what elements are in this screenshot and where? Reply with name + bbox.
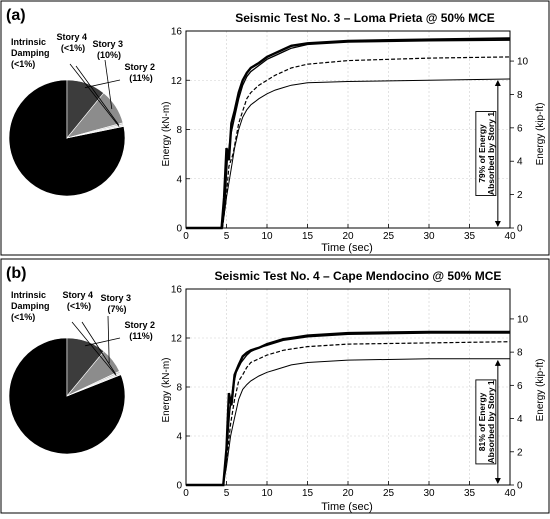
- pie-leader-line: [71, 321, 117, 376]
- y-tick-label-left: 0: [176, 481, 182, 492]
- y-tick-label-left: 16: [171, 285, 183, 296]
- annotation-box: [475, 379, 497, 465]
- y-tick-label-right: 10: [517, 314, 529, 325]
- y-tick-label-left: 4: [176, 432, 182, 443]
- pie-leader-line: [84, 79, 121, 89]
- pie-b-label-damping: Intrinsic Damping (<1%): [11, 290, 52, 322]
- series-line: [186, 330, 510, 487]
- line-chart-a-title: Seismic Test No. 3 – Loma Prieta @ 50% M…: [235, 11, 495, 25]
- panel-b: (b) Story 1 (81%) Story 2 (11%) Story 3 …: [0, 258, 550, 514]
- pie-a-label-damping: Intrinsic Damping (<1%): [11, 37, 52, 69]
- x-tick-label: 10: [261, 231, 273, 242]
- annotation-text: 79% of EnergyAbsorbed by Story 1: [477, 112, 496, 195]
- y-tick-label-left: 12: [171, 76, 183, 87]
- pie-chart-a: [8, 59, 126, 197]
- x-tick-label: 15: [302, 231, 314, 242]
- line-chart-b-xlabel: Time (sec): [321, 501, 373, 513]
- pie-slice: [8, 79, 126, 197]
- x-tick-label: 35: [464, 231, 476, 242]
- x-tick-label: 30: [423, 488, 435, 499]
- panel-b-label: (b): [6, 265, 26, 282]
- y-tick-label-right: 8: [517, 348, 523, 359]
- pie-leader-line: [104, 59, 113, 110]
- series-line: [186, 332, 510, 486]
- series-line: [186, 358, 510, 486]
- y-tick-label-right: 8: [517, 90, 523, 101]
- x-tick-label: 35: [464, 488, 476, 499]
- pie-slice: [66, 372, 122, 397]
- y-tick-label-right: 4: [517, 414, 523, 425]
- pie-chart-b: [8, 315, 126, 455]
- y-tick-label-right: 6: [517, 123, 523, 134]
- y-tick-label-left: 4: [176, 174, 182, 185]
- x-tick-label: 5: [224, 488, 230, 499]
- y-tick-label-right: 0: [517, 224, 523, 235]
- x-tick-label: 15: [302, 488, 314, 499]
- x-tick-label: 0: [183, 231, 189, 242]
- y-tick-label-right: 0: [517, 481, 523, 492]
- y-tick-label-right: 2: [517, 190, 523, 201]
- x-tick-label: 20: [342, 231, 354, 242]
- x-tick-label: 20: [342, 488, 354, 499]
- pie-leader-line: [69, 63, 120, 127]
- x-tick-label: 30: [423, 231, 435, 242]
- line-chart-a-ylabel-right: Energy (kip-ft): [535, 103, 546, 166]
- y-tick-label-left: 16: [171, 27, 183, 38]
- y-tick-label-right: 4: [517, 157, 523, 168]
- pie-b-label-story4: Story 4 (<1%): [62, 290, 95, 311]
- y-tick-label-left: 8: [176, 125, 182, 136]
- series-line: [186, 341, 511, 486]
- annotation-text: 81% of EnergyAbsorbed by Story 1: [477, 380, 496, 463]
- pie-a-label-story1: Story 1 (79%): [50, 136, 83, 157]
- arrowhead-up-icon: [494, 80, 501, 87]
- arrowhead-down-icon: [494, 221, 501, 227]
- line-chart-b-ylabel-left: Energy (kN-m): [161, 357, 172, 422]
- x-tick-label: 5: [224, 231, 230, 242]
- x-tick-label: 40: [504, 488, 516, 499]
- line-chart-b-title: Seismic Test No. 4 – Cape Mendocino @ 50…: [215, 269, 502, 283]
- x-tick-label: 40: [504, 231, 516, 242]
- x-tick-label: 10: [261, 488, 273, 499]
- pie-b-label-story2: Story 2 (11%): [124, 320, 157, 341]
- pie-b-label-story3: Story 3 (7%): [100, 293, 133, 314]
- pie-a-label-story3: Story 3 (10%): [92, 39, 125, 60]
- panel-b-border: [0, 258, 550, 514]
- y-tick-label-right: 10: [517, 57, 529, 68]
- x-tick-label: 0: [183, 488, 189, 499]
- series-line: [186, 37, 511, 230]
- pie-a-label-story2: Story 2 (11%): [124, 62, 157, 83]
- series-line: [186, 78, 511, 229]
- y-tick-label-right: 2: [517, 447, 523, 458]
- arrowhead-up-icon: [494, 359, 501, 366]
- y-tick-label-left: 12: [171, 334, 183, 345]
- pie-b-label-story1: Story 1 (81%): [50, 396, 83, 417]
- arrowhead-down-icon: [494, 478, 501, 484]
- y-tick-label-left: 8: [176, 383, 182, 394]
- pie-leader-line: [75, 65, 120, 126]
- x-tick-label: 25: [383, 231, 395, 242]
- panel-a-border: [0, 0, 550, 256]
- panel-a: (a) Story 1 (79%) Story 2 (11%) Story 3 …: [0, 0, 550, 256]
- series-line: [186, 56, 511, 229]
- annotation-box: [475, 111, 497, 196]
- y-tick-label-right: 6: [517, 381, 523, 392]
- line-chart-a-xlabel: Time (sec): [321, 242, 373, 254]
- pie-slice: [66, 124, 125, 139]
- line-chart-a-ylabel-left: Energy (kN-m): [161, 101, 172, 166]
- x-tick-label: 25: [383, 488, 395, 499]
- pie-leader-line: [107, 315, 110, 364]
- pie-a-label-story4: Story 4 (<1%): [56, 32, 89, 53]
- pie-leader-line: [81, 321, 116, 375]
- series-line: [186, 39, 511, 229]
- line-chart-b-ylabel-right: Energy (kip-ft): [535, 359, 546, 422]
- panel-a-label: (a): [6, 7, 26, 24]
- y-tick-label-left: 0: [176, 224, 182, 235]
